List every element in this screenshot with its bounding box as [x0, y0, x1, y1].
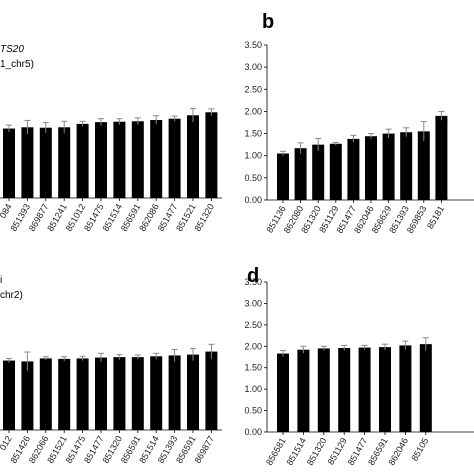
bar: [39, 358, 52, 430]
panel-a-chart: TS20 1_chr5) 084851393869877851241851012…: [0, 44, 222, 233]
x-tick-label: 85181: [425, 204, 446, 231]
bar: [21, 127, 34, 198]
bar: [338, 348, 351, 432]
panel-a-title: TS20: [0, 44, 24, 55]
bar: [419, 344, 432, 432]
bar: [205, 351, 218, 430]
y-tick-label: 2.00: [244, 341, 262, 351]
bar: [329, 143, 342, 200]
x-tick-label: 012: [0, 434, 14, 452]
bar: [58, 358, 71, 430]
y-tick-label: 1.00: [244, 151, 262, 161]
bar: [187, 354, 199, 430]
panel-b-letter: b: [262, 11, 274, 33]
panel-d-x-tick-labels: 8565818515148513208511298514778565918620…: [264, 436, 430, 467]
bar: [379, 347, 391, 432]
panel-c-chart: i chr2) 01285142686206685152185147585147…: [0, 275, 222, 465]
panel-d-chart: d 0.00 0.50 1.00 1.50 2.00 2.50 3.00 3.50 85658…: [244, 265, 474, 467]
y-tick-label: 3.50: [244, 277, 262, 287]
bar: [347, 138, 360, 200]
panel-a-bars: [0, 107, 222, 201]
y-tick-label: 1.50: [244, 129, 262, 139]
panel-d-letter: d: [247, 265, 259, 287]
x-tick-label: 851320: [305, 436, 329, 467]
bar: [113, 121, 126, 198]
panel-a-subtitle: 1_chr5): [0, 59, 34, 70]
bar: [297, 349, 310, 432]
panel-d-bars: [267, 337, 474, 435]
bar: [113, 357, 126, 430]
y-tick-label: 0.00: [244, 427, 262, 437]
y-tick-label: 1.00: [244, 384, 262, 394]
bar: [95, 357, 107, 430]
bar: [294, 148, 307, 200]
bar: [168, 118, 181, 198]
bar: [205, 112, 218, 198]
y-tick-label: 3.50: [244, 40, 262, 50]
panel-b-bars: [267, 110, 474, 203]
y-tick-label: 0.00: [244, 195, 262, 205]
panel-c-title: i: [0, 275, 2, 286]
bar: [21, 361, 34, 430]
panel-c-subtitle: chr2): [0, 290, 23, 301]
panel-b-x-tick-labels: 8511368620808513208511298514778620468566…: [264, 204, 446, 235]
bar: [312, 144, 325, 200]
y-tick-label: 2.00: [244, 106, 262, 116]
y-tick-label: 2.50: [244, 84, 262, 94]
bar: [131, 121, 144, 198]
bar: [417, 131, 430, 200]
bar: [39, 127, 52, 198]
y-tick-label: 0.50: [244, 173, 262, 183]
panel-a-x-tick-labels: 0848513938698778512418510128514758515148…: [0, 202, 216, 233]
x-tick-label: 084: [0, 202, 14, 220]
x-tick-label: 85105: [409, 436, 430, 463]
bar: [58, 127, 71, 198]
bar: [399, 345, 412, 432]
bar: [76, 123, 89, 198]
panel-b-chart: b 0.00 0.50 1.00 1.50 2.00 2.50 3.00 3.50 85113…: [244, 11, 474, 235]
bar: [150, 356, 163, 430]
panel-c-x-tick-labels: 0128514268620668515218514758514778513208…: [0, 434, 216, 465]
bar: [277, 153, 289, 200]
bar: [400, 132, 413, 200]
bar: [95, 122, 107, 198]
bar: [3, 128, 15, 198]
y-tick-label: 3.00: [244, 62, 262, 72]
bar: [435, 115, 448, 200]
panel-b-y-axis: 0.00 0.50 1.00 1.50 2.00 2.50 3.00 3.50: [244, 40, 268, 205]
x-tick-label: 862046: [386, 436, 410, 467]
y-tick-label: 2.50: [244, 320, 262, 330]
y-tick-label: 3.00: [244, 298, 262, 308]
bar: [382, 133, 395, 200]
bar: [3, 360, 15, 430]
bar: [317, 348, 330, 432]
panel-d-y-axis: 0.00 0.50 1.00 1.50 2.00 2.50 3.00 3.50: [244, 277, 268, 437]
bar: [76, 358, 89, 430]
panel-c-bars: [0, 343, 222, 433]
y-tick-label: 0.50: [244, 406, 262, 416]
bar: [365, 136, 377, 200]
bar: [168, 355, 181, 430]
bar: [131, 357, 144, 430]
bar: [358, 347, 371, 432]
bar: [150, 120, 163, 198]
y-tick-label: 1.50: [244, 363, 262, 373]
bar: [187, 115, 199, 198]
bar: [277, 353, 289, 432]
